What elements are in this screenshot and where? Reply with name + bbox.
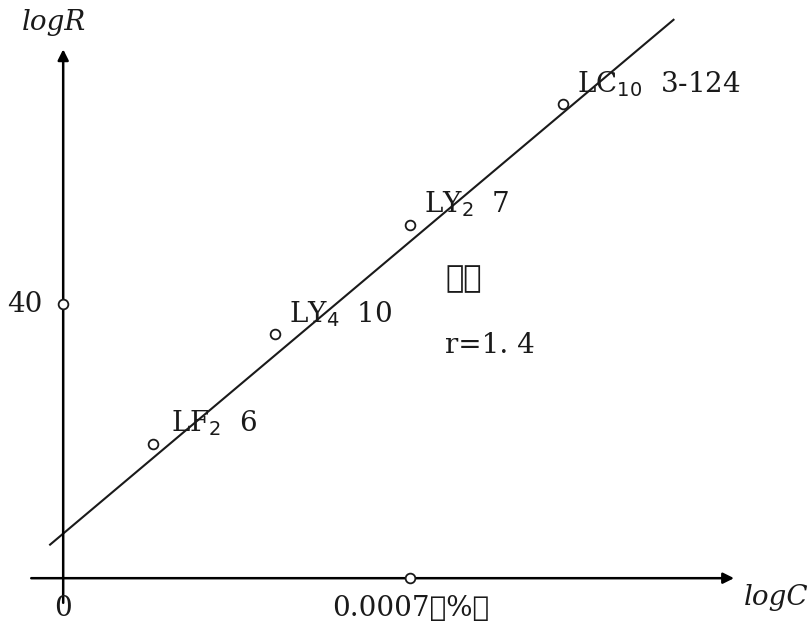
Text: r=1. 4: r=1. 4 [444,332,534,359]
Text: logC: logC [743,584,808,611]
Text: 0.0007（%）: 0.0007（%） [332,594,488,621]
Text: 0: 0 [54,594,72,621]
Text: 斜率: 斜率 [444,264,481,293]
Text: LY$_4$  10: LY$_4$ 10 [289,299,392,329]
Text: LC$_{10}$  3-124: LC$_{10}$ 3-124 [577,69,740,99]
Text: 40: 40 [7,291,42,318]
Text: LF$_2$  6: LF$_2$ 6 [170,409,257,438]
Text: logR: logR [22,9,86,36]
Text: LY$_2$  7: LY$_2$ 7 [424,189,509,219]
